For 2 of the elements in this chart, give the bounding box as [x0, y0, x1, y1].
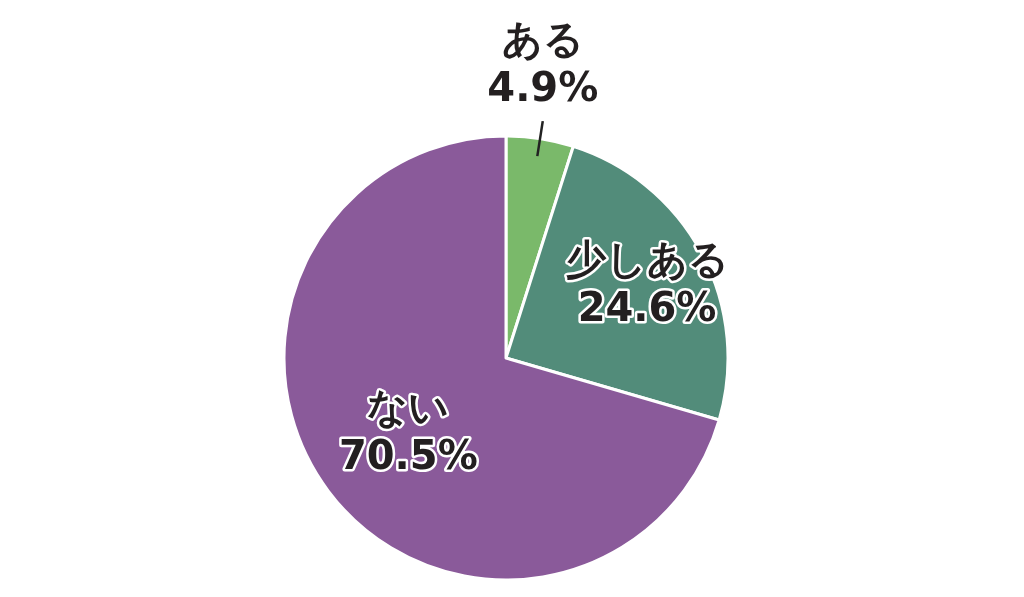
data-label: 4.9% [487, 63, 599, 110]
slice-label: ある [501, 15, 584, 62]
